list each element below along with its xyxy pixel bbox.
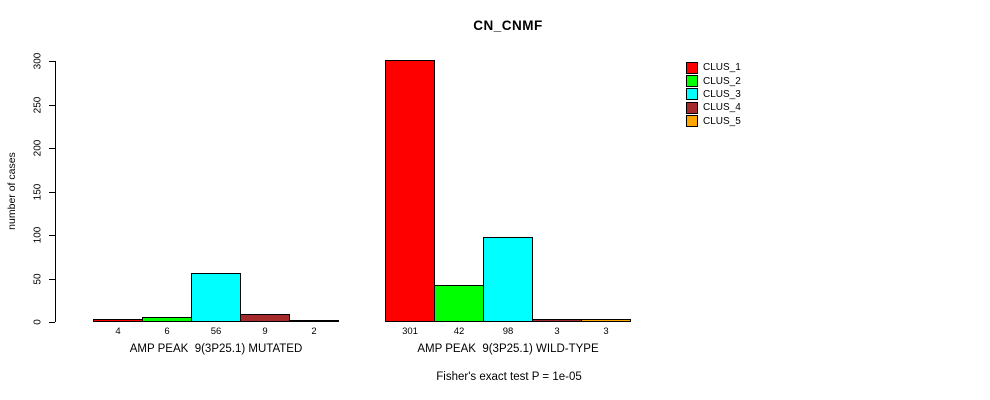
y-tick-label: 250 <box>32 96 44 114</box>
bar-value-label: 4 <box>115 326 121 337</box>
y-axis-label: number of cases <box>6 152 18 230</box>
legend-item-clus_3: CLUS_3 <box>686 88 741 101</box>
legend-swatch-icon <box>686 61 698 74</box>
y-tick-label: 200 <box>32 139 44 157</box>
bar-value-label: 42 <box>453 326 465 337</box>
y-tick-label: 50 <box>32 273 44 285</box>
y-tick-label: 300 <box>32 52 44 70</box>
legend-label: CLUS_1 <box>703 62 741 74</box>
legend-swatch-icon <box>686 75 698 88</box>
bar-value-label: 3 <box>554 326 560 337</box>
footer-annotation: Fisher's exact test P = 1e-05 <box>436 371 582 383</box>
bar-clus_1-group2 <box>385 60 435 322</box>
legend: CLUS_1 CLUS_2 CLUS_3 CLUS_4 CLUS_5 <box>686 61 741 128</box>
y-tick <box>49 192 55 193</box>
legend-item-clus_2: CLUS_2 <box>686 74 741 88</box>
y-tick <box>49 279 55 280</box>
bar-value-label: 2 <box>311 326 317 337</box>
bar-value-label: 98 <box>502 326 514 337</box>
bar-value-label: 9 <box>262 326 268 337</box>
legend-label: CLUS_5 <box>703 115 741 127</box>
y-tick-label: 150 <box>32 183 44 201</box>
legend-label: CLUS_2 <box>703 75 741 87</box>
legend-item-clus_1: CLUS_1 <box>686 61 741 74</box>
legend-label: CLUS_4 <box>703 102 741 114</box>
chart-title: CN_CNMF <box>473 18 543 33</box>
y-tick <box>49 322 55 323</box>
y-axis-line <box>55 61 56 322</box>
legend-swatch-icon <box>686 88 698 101</box>
group-label: AMP PEAK 9(3P25.1) MUTATED <box>129 343 303 355</box>
bar-value-label: 301 <box>402 326 418 337</box>
y-tick <box>49 148 55 149</box>
legend-swatch-icon <box>686 101 698 114</box>
legend-item-clus_4: CLUS_4 <box>686 101 741 114</box>
bar-value-label: 56 <box>210 326 222 337</box>
y-tick <box>49 61 55 62</box>
bar-clus_2-group2 <box>434 285 484 322</box>
bar-clus_3-group2 <box>483 237 533 322</box>
y-tick-label: 0 <box>32 319 44 325</box>
y-tick-label: 100 <box>32 226 44 244</box>
legend-swatch-icon <box>686 115 698 128</box>
legend-item-clus_5: CLUS_5 <box>686 115 741 128</box>
bar-clus_3-group1 <box>191 273 241 322</box>
bar-value-label: 3 <box>603 326 609 337</box>
bar-value-label: 6 <box>164 326 170 337</box>
y-tick <box>49 105 55 106</box>
x-axis-baseline <box>385 321 631 322</box>
legend-label: CLUS_3 <box>703 88 741 100</box>
x-axis-baseline <box>93 321 339 322</box>
y-tick <box>49 235 55 236</box>
group-label: AMP PEAK 9(3P25.1) WILD-TYPE <box>417 343 599 355</box>
